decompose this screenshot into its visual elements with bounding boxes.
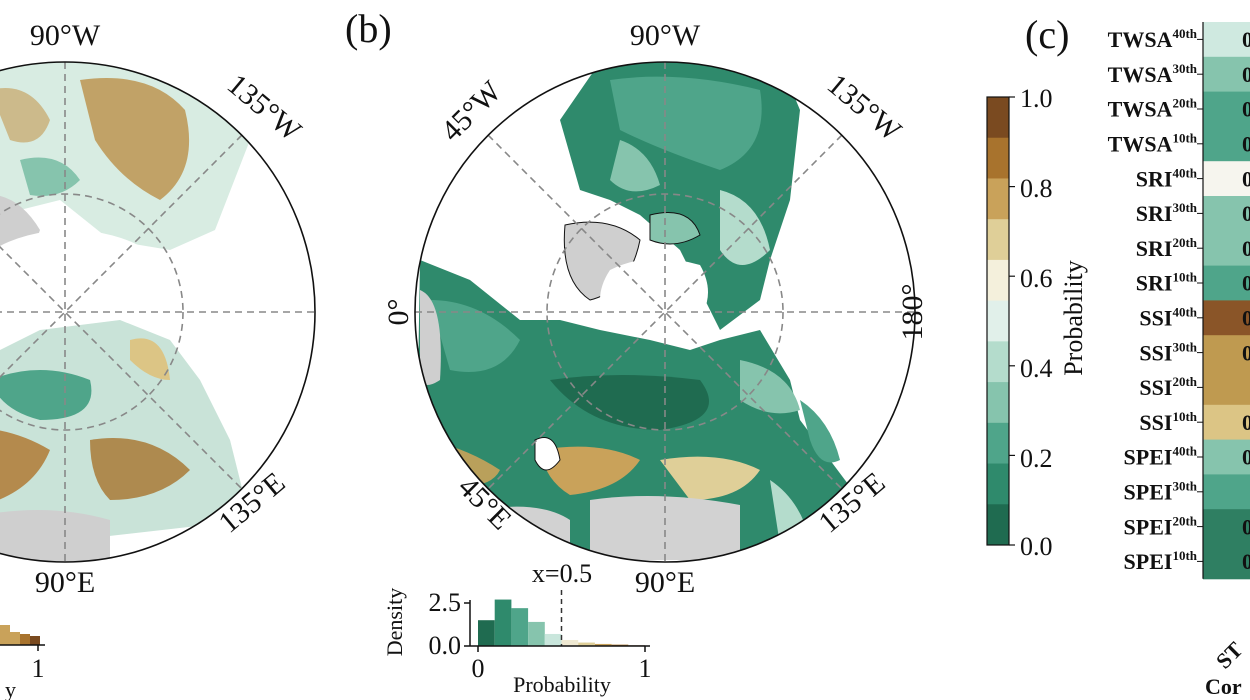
- panel-a-label-90e: 90°E: [35, 566, 95, 599]
- colorbar-segment: [987, 137, 1009, 179]
- hist-bar: [544, 633, 562, 646]
- hist-bar: [561, 639, 579, 646]
- hist-bar: [528, 621, 545, 646]
- panel-b-hist-ytick-2-5: 2.5: [429, 588, 462, 617]
- colorbar-tick-1-0: 1.0: [1020, 84, 1053, 113]
- table-cell: [1203, 544, 1250, 580]
- table-cell: [1203, 56, 1250, 93]
- colorbar-tick-0-8: 0.8: [1020, 174, 1053, 203]
- table-row-label: SSI40th: [1139, 304, 1197, 330]
- panel-c-tag: (c): [1025, 12, 1069, 57]
- table-cell: [1203, 439, 1250, 475]
- colorbar-segment: [987, 219, 1009, 261]
- table-cell-value: 0: [1242, 549, 1250, 574]
- table-row-label: SSI10th: [1139, 409, 1197, 435]
- table-row-label: SRI10th: [1136, 270, 1198, 296]
- table-cell: [1203, 22, 1250, 58]
- panel-c-rotated-label: ST: [1211, 637, 1248, 674]
- table-cell: [1203, 196, 1250, 232]
- colorbar-tick-0-0: 0.0: [1020, 532, 1053, 561]
- table-cell: [1203, 335, 1250, 371]
- colorbar-segment: [987, 422, 1009, 465]
- table-cell-value: 0: [1242, 305, 1250, 330]
- table-cell-value: 0: [1242, 201, 1250, 226]
- panel-b-hist-threshold-label: x=0.5: [532, 559, 592, 588]
- panel-b-hist-ylabel: Density: [382, 588, 407, 656]
- panel-a-histogram: [0, 625, 45, 651]
- table-cell: [1203, 509, 1250, 545]
- hist-bar: [594, 643, 612, 646]
- hist-bar: [478, 620, 495, 646]
- colorbar-segment: [987, 382, 1009, 424]
- table-cell: [1203, 265, 1250, 301]
- colorbar-tick-0-4: 0.4: [1020, 354, 1053, 383]
- table-row-label: SPEI20th: [1124, 513, 1198, 539]
- panel-b-label-90e: 90°E: [635, 566, 695, 599]
- panel-b-hist-xtick-0: 0: [472, 654, 485, 683]
- colorbar-segment: [987, 97, 1009, 139]
- hist-bar: [494, 599, 512, 646]
- panel-b-map: [414, 61, 916, 563]
- colorbar-frame: [986, 96, 1010, 546]
- table-cell-value: 0: [1242, 271, 1250, 296]
- table-cell-value: 0: [1242, 445, 1250, 470]
- panel-b-hist-xlabel: Probability: [513, 672, 611, 697]
- panel-c-table: TWSA40th 0 TWSA30th 0 TWSA20th 0 TWSA10th 0 SRI4…: [1108, 22, 1250, 580]
- table-row-label: SSI30th: [1139, 339, 1197, 365]
- table-cell: [1203, 370, 1250, 406]
- table-cell-value: 0: [1242, 340, 1250, 365]
- table-cell-value: 0: [1242, 131, 1250, 156]
- panel-b-label-0: 0°: [382, 299, 415, 326]
- panel-b-hist-xtick-1: 1: [639, 654, 652, 683]
- table-cell-value: 0: [1242, 410, 1250, 435]
- table-cell: [1203, 230, 1250, 267]
- table-cell-value: 0: [1242, 514, 1250, 539]
- table-cell: [1203, 404, 1250, 441]
- panel-b-label-180: 180°: [896, 284, 929, 341]
- table-cell: [1203, 161, 1250, 197]
- colorbar-tick-0-2: 0.2: [1020, 444, 1053, 473]
- table-row-label: SSI20th: [1139, 374, 1197, 400]
- panel-a-label-90w: 90°W: [30, 19, 101, 52]
- table-cell: [1203, 474, 1250, 510]
- table-row-label: SPEI40th: [1124, 444, 1198, 470]
- table-cell: [1203, 126, 1250, 162]
- table-row-label: SPEI30th: [1124, 478, 1198, 504]
- panel-b-histogram: [478, 590, 645, 646]
- table-row-label: SRI20th: [1136, 235, 1198, 261]
- probability-colorbar: [986, 96, 1015, 546]
- colorbar-ticks: 1.0 0.8 0.6 0.4 0.2 0.0: [1020, 84, 1053, 561]
- table-row-label: TWSA30th: [1108, 61, 1198, 87]
- panel-c-bottom-label: Cor: [1205, 674, 1242, 699]
- table-cell-value: 0: [1242, 62, 1250, 87]
- hist-bar: [578, 642, 595, 646]
- colorbar-tick-0-6: 0.6: [1020, 264, 1053, 293]
- panel-a-hist-xlabel: y: [5, 677, 16, 700]
- table-cell: [1203, 300, 1250, 336]
- table-cell-value: 0: [1242, 236, 1250, 261]
- table-cell: [1203, 91, 1250, 127]
- table-row-label: SRI30th: [1136, 200, 1198, 226]
- colorbar-segment: [987, 178, 1009, 220]
- table-row-label: SPEI10th: [1124, 548, 1198, 574]
- table-cell-value: 0: [1242, 166, 1250, 191]
- panel-b-hist-ytick-0: 0.0: [429, 631, 462, 660]
- table-cell-value: 0: [1242, 97, 1250, 122]
- colorbar-label: Probability: [1059, 260, 1088, 376]
- table-row-label: TWSA10th: [1108, 130, 1198, 156]
- hist-bar: [511, 608, 529, 646]
- panel-b-tag: (b): [345, 6, 392, 51]
- colorbar-segment: [987, 504, 1009, 546]
- table-cell-value: 0: [1242, 27, 1250, 52]
- colorbar-segment: [987, 259, 1009, 302]
- colorbar-segment: [987, 300, 1009, 342]
- colorbar-segment: [987, 463, 1009, 505]
- table-row-label: SRI40th: [1136, 165, 1198, 191]
- table-row-label: TWSA20th: [1108, 96, 1198, 122]
- panel-b-label-90w: 90°W: [630, 19, 701, 52]
- panel-a-hist-xtick-1: 1: [32, 654, 45, 683]
- table-row-label: TWSA40th: [1108, 26, 1198, 52]
- colorbar-segment: [987, 341, 1009, 383]
